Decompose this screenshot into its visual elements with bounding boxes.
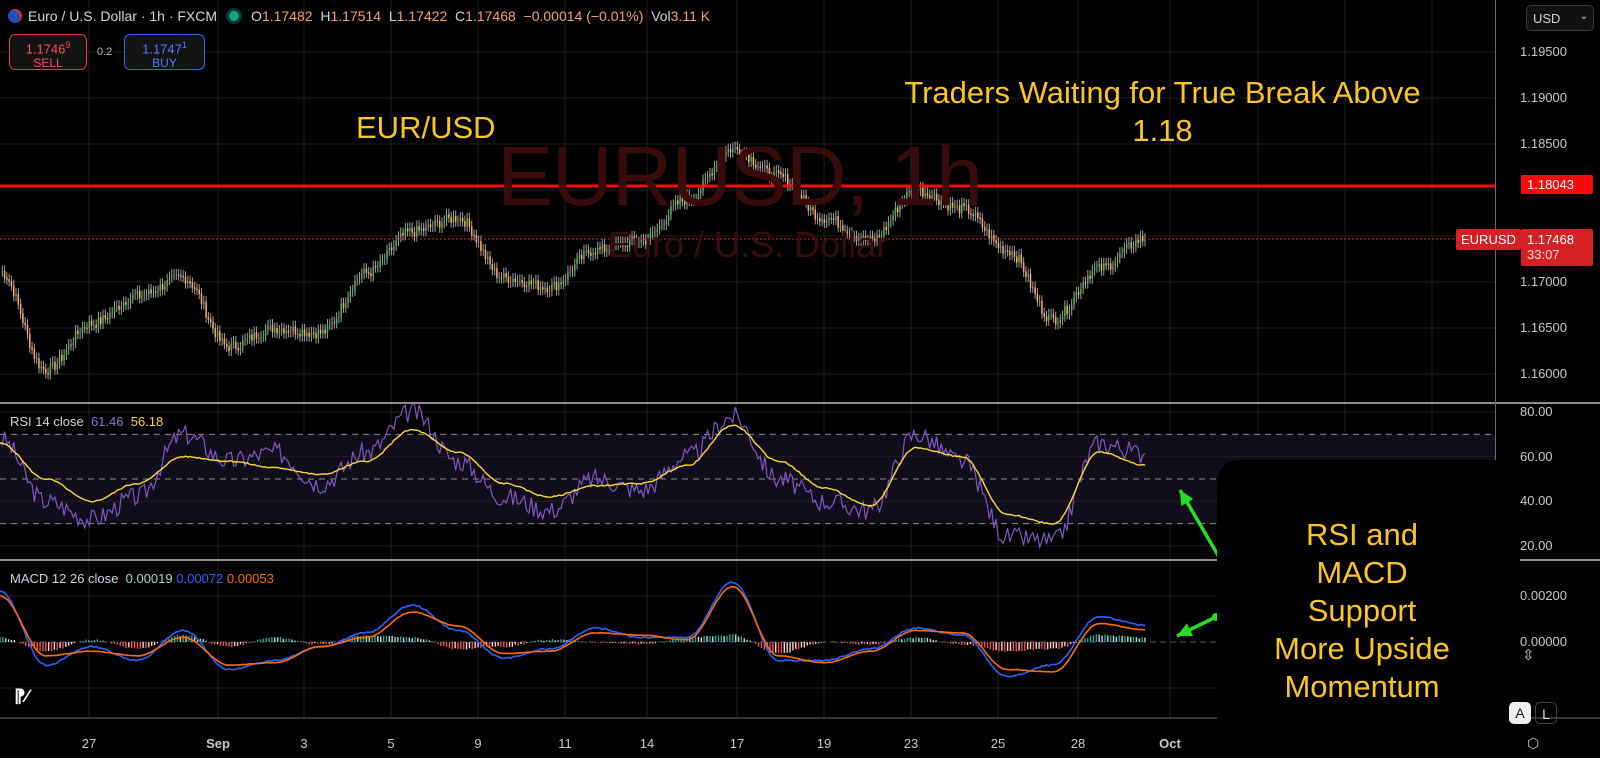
auto-scale-button[interactable]: A — [1509, 702, 1531, 724]
rsi-legend: RSI 14 close 61.46 56.18 — [10, 414, 164, 429]
rsi-tick: 20.00 — [1520, 538, 1553, 553]
price-tick: 1.16500 — [1520, 320, 1567, 335]
pair-annotation[interactable]: EUR/USD — [356, 110, 496, 145]
price-tick: 1.18500 — [1520, 136, 1567, 151]
time-tick: 11 — [558, 736, 572, 751]
rsi-tick: 60.00 — [1520, 448, 1553, 464]
spread-value: 0.2 — [97, 46, 113, 58]
flag-icon — [8, 9, 22, 23]
rsi-tick: 80.00 — [1520, 404, 1553, 419]
momentum-line: Support — [1307, 593, 1417, 628]
macd-tick: 0.00200 — [1520, 588, 1567, 603]
chevron-down-icon: ⌄ — [1579, 11, 1588, 22]
momentum-line: Momentum — [1284, 669, 1440, 704]
buy-button[interactable]: 1.17471 BUY — [124, 34, 205, 70]
macd-tick: 0.00000 — [1520, 634, 1567, 649]
tradingview-logo[interactable]: ⁋∕ — [14, 686, 29, 706]
resistance-price-tag: 1.18043 — [1521, 175, 1593, 194]
ohlc-values: O1.17482 H1.17514 L1.17422 C1.17468 −0.0… — [251, 8, 711, 24]
description-watermark: Euro / U.S. Dollar — [608, 224, 889, 265]
log-scale-button[interactable]: L — [1535, 702, 1557, 724]
currency-select[interactable]: USD ⌄ — [1526, 5, 1594, 31]
rsi-tick: 40.00 — [1520, 493, 1553, 509]
time-tick: 3 — [300, 736, 308, 751]
sell-button[interactable]: 1.17469 SELL — [9, 34, 87, 70]
momentum-line: RSI and — [1305, 517, 1418, 552]
market-status-icon[interactable] — [229, 11, 240, 21]
time-tick: 25 — [990, 736, 1006, 751]
momentum-line: More Upside — [1274, 631, 1450, 666]
time-tick: 17 — [729, 736, 745, 751]
price-tick: 1.16000 — [1520, 366, 1567, 381]
last-price-tag: 1.17468 33:07 — [1521, 229, 1593, 266]
symbol-price-tag: EURUSD — [1456, 229, 1521, 250]
price-tick: 1.19500 — [1520, 44, 1567, 59]
symbol-title[interactable]: Euro / U.S. Dollar · 1h · FXCM — [28, 8, 218, 24]
price-tick: 1.17000 — [1520, 274, 1567, 289]
time-tick: 23 — [903, 736, 919, 751]
macd-legend: MACD 12 26 close 0.00019 0.00072 0.00053 — [10, 571, 274, 586]
time-tick: 27 — [81, 736, 97, 751]
time-tick: Sep — [206, 736, 230, 751]
symbol-legend: Euro / U.S. Dollar · 1h · FXCM O1.17482 … — [8, 8, 710, 24]
time-tick: 5 — [387, 736, 395, 751]
scale-drag-icon[interactable]: ⇳ — [1522, 647, 1535, 664]
time-tick: 28 — [1070, 736, 1086, 751]
headline-annotation[interactable]: Traders Waiting for True Break Above 1.1… — [904, 75, 1421, 148]
settings-icon[interactable]: ⬡ — [1527, 735, 1540, 751]
time-tick: 14 — [639, 736, 655, 751]
momentum-callout[interactable]: RSI and MACD Support More Upside Momentum — [1217, 460, 1520, 758]
symbol-watermark: EURUSD, 1h — [497, 129, 983, 223]
time-tick: Oct — [1159, 736, 1181, 751]
price-tick: 1.19000 — [1520, 90, 1567, 105]
time-tick: 19 — [816, 736, 832, 751]
time-tick: 9 — [474, 736, 482, 751]
momentum-line: MACD — [1316, 555, 1408, 590]
